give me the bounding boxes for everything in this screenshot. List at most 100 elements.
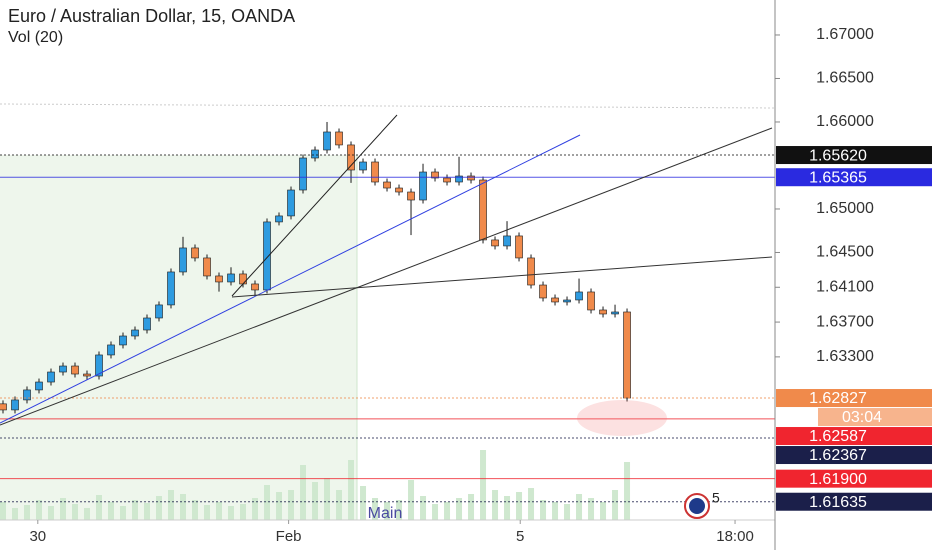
- volume-bar: [516, 492, 523, 520]
- volume-bar: [96, 495, 103, 520]
- volume-bar: [336, 490, 343, 520]
- candle-body: [167, 271, 175, 306]
- volume-bar: [12, 508, 19, 520]
- volume-bar: [228, 506, 235, 520]
- flag-icon-inner: [689, 498, 705, 514]
- candle-body: [335, 131, 343, 146]
- volume-bar: [444, 502, 451, 520]
- volume-bar: [84, 508, 91, 520]
- volume-bar: [264, 485, 271, 520]
- volume-bar: [588, 498, 595, 520]
- guide-line: [0, 103, 776, 109]
- price-label-box: [776, 492, 932, 511]
- candle-body: [47, 371, 55, 383]
- candle-body: [275, 215, 283, 223]
- volume-bar: [348, 460, 355, 520]
- volume-bar: [312, 482, 319, 520]
- volume-bar: [180, 494, 187, 520]
- candle-body: [623, 311, 631, 399]
- candle-body: [23, 389, 31, 401]
- chart-title: Euro / Australian Dollar, 15, OANDA: [8, 6, 295, 26]
- candle-body: [395, 187, 403, 193]
- volume-bar: [624, 462, 631, 520]
- y-tick-label: 1.64500: [816, 244, 874, 261]
- candle-body: [575, 291, 583, 301]
- candle-body: [83, 373, 91, 377]
- volume-bar: [468, 494, 475, 520]
- price-label: 1.62827: [809, 390, 867, 407]
- candle-body: [431, 171, 439, 179]
- volume-bar: [168, 490, 175, 520]
- candle-body: [35, 381, 43, 391]
- candle-body: [155, 304, 163, 319]
- volume-bar: [324, 478, 331, 520]
- candle-body: [131, 329, 139, 337]
- y-tick-label: 1.67000: [816, 26, 874, 43]
- plot: [0, 121, 775, 520]
- volume-bar: [396, 500, 403, 520]
- candle-body: [563, 299, 571, 303]
- volume-bar: [36, 500, 43, 520]
- volume-bar: [0, 502, 7, 520]
- volume-bar: [432, 504, 439, 520]
- candle-body: [347, 144, 355, 171]
- volume-bar: [192, 500, 199, 520]
- volume-bar: [72, 504, 79, 520]
- candle-body: [551, 297, 559, 303]
- volume-bar: [600, 502, 607, 520]
- candle-body: [587, 291, 595, 311]
- countdown: 03:04: [842, 409, 882, 426]
- candle-body: [323, 131, 331, 151]
- y-tick-label: 1.65000: [816, 200, 874, 217]
- volume-bar: [420, 496, 427, 520]
- candle-body: [239, 273, 247, 285]
- volume-bar: [108, 502, 115, 520]
- x-tick-label: Feb: [276, 528, 302, 545]
- candle-body: [287, 189, 295, 217]
- trend-line: [231, 256, 773, 298]
- volume-bar: [300, 465, 307, 520]
- candle-body: [215, 275, 223, 283]
- candle-body: [419, 171, 427, 201]
- volume-bar: [288, 490, 295, 520]
- candle-body: [179, 247, 187, 273]
- candle-body: [371, 161, 379, 183]
- pane-label[interactable]: Main: [368, 505, 403, 522]
- volume-bar: [252, 498, 259, 520]
- candle-body: [359, 161, 367, 171]
- x-tick-label: 5: [516, 528, 524, 545]
- volume-bar: [384, 502, 391, 520]
- y-tick-label: 1.66500: [816, 70, 874, 87]
- price-label: 1.61635: [809, 494, 867, 511]
- volume-bar: [360, 486, 367, 520]
- volume-bar: [504, 496, 511, 520]
- volume-bar: [276, 492, 283, 520]
- volume-bar: [612, 490, 619, 520]
- x-tick-label: 18:00: [716, 528, 754, 545]
- candle-body: [383, 181, 391, 189]
- trend-line: [0, 127, 773, 426]
- candle-body: [107, 344, 115, 356]
- price-label: 1.65365: [809, 169, 867, 186]
- volume-bar: [216, 502, 223, 520]
- price-label: 1.62587: [809, 428, 867, 445]
- y-tick-label: 1.63700: [816, 313, 874, 330]
- price-label: 1.62367: [809, 447, 867, 464]
- volume-bar: [492, 490, 499, 520]
- candle-body: [503, 235, 511, 247]
- highlight-ellipse: [577, 400, 667, 436]
- candle-body: [251, 283, 259, 291]
- price-label-box: [776, 168, 932, 187]
- volume-bar: [48, 506, 55, 520]
- volume-bar: [576, 494, 583, 520]
- candle-body: [191, 247, 199, 259]
- candle-body: [311, 149, 319, 159]
- volume-bar: [552, 502, 559, 520]
- trend-line: [0, 134, 581, 424]
- price-axis-labels: 1.67000 1.66500 1.66000 1.65000 1.64500 1.641…: [775, 26, 932, 511]
- candle-body: [0, 403, 7, 411]
- candle-body: [443, 177, 451, 183]
- candle-body: [611, 311, 619, 315]
- volume-bar: [132, 500, 139, 520]
